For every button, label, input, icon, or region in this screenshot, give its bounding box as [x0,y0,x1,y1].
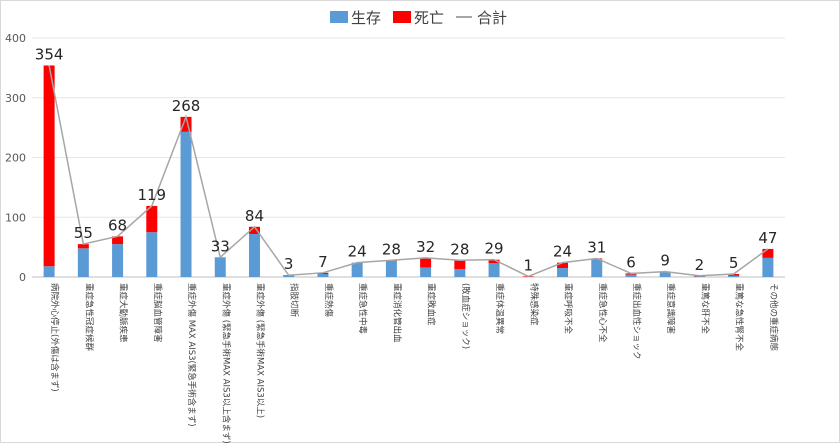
bar-survive [180,131,192,277]
data-label: 28 [450,240,469,258]
data-label: 68 [108,216,127,234]
legend-label-death: 死亡 [414,8,445,27]
x-category-label: 重症敗血症 [426,283,437,326]
bar-survive [146,232,158,277]
bar-survive [693,276,705,277]
bar-survive [317,274,329,277]
x-category-label: 重症急性冠症候群 [83,283,94,352]
x-category-label: 重症脳血管障害 [152,283,163,343]
bar-survive [214,257,226,277]
x-category-label: 重症呼吸不全 [563,283,574,335]
bar-death [180,116,192,132]
data-label: 354 [35,45,64,63]
total-line [48,65,769,278]
bar-survive [762,257,774,277]
x-category-label: (敗血症ショック) [460,283,471,349]
x-category-label: 重症外傷 MAX AIS3(緊急手術含まず) [186,283,197,427]
data-label: 2 [695,256,705,274]
x-category-label: 重症大動脈疾患 [118,283,129,343]
data-label: 24 [348,243,367,261]
bar-death [557,262,569,269]
y-tick-label: 300 [5,92,26,105]
data-label: 31 [587,238,606,256]
data-label: 268 [172,97,201,115]
data-label: 29 [485,240,504,258]
data-label: 84 [245,207,264,225]
data-label: 33 [211,237,230,255]
bar-survive [420,267,432,277]
bar-survive [43,266,55,277]
data-label: 1 [524,256,534,274]
bar-survive [385,260,397,277]
data-label: 119 [137,186,166,204]
bar-death [728,274,740,276]
x-category-label: 重症意識障害 [665,283,676,334]
x-category-label: 重症外傷 (緊急手術MAX AIS3以上含まず) [220,283,231,443]
data-label: 55 [74,224,93,242]
bar-death [77,244,89,249]
legend-swatch-survive [330,11,348,23]
data-label: 28 [382,240,401,258]
x-category-label: 指肢切断 [289,283,300,318]
bar-survive [112,244,124,277]
y-tick-label: 100 [5,211,26,224]
x-category-label: 重症出血性ショック [631,283,642,360]
bar-death [112,236,124,245]
bar-death [43,65,55,267]
data-label: 24 [553,243,572,261]
x-category-label: 重症急性心不全 [597,283,608,343]
y-tick-label: 400 [5,32,26,45]
legend-label-survive: 生存 [351,8,382,27]
bar-survive [77,248,89,277]
bar-survive [591,259,603,277]
data-label: 9 [660,252,670,270]
legend-item-total: 合計 [456,7,507,28]
x-category-label: 特殊感染症 [528,283,539,326]
bar-survive [283,275,295,277]
data-label: 5 [729,254,739,272]
x-category-label: その他の重症病態 [768,283,779,351]
data-label: 3 [284,255,294,273]
bar-death [420,257,432,268]
chart-legend: 生存 死亡 合計 [330,6,513,28]
bar-survive [351,262,363,277]
data-label: 7 [318,253,328,271]
data-label: 47 [758,229,777,247]
x-category-label: 重症体温異常 [494,283,505,334]
bar-survive [488,263,500,277]
x-category-label: 重症外傷 (緊急手術MAX AIS3以上) [254,283,265,418]
legend-item-survive: 生存 [330,7,381,28]
x-category-label: 重篤な肝不全 [699,283,710,335]
x-category-label: 病院外心停止(外傷は含まず) [49,283,60,392]
x-category-label: 重篤な急性腎不全 [734,283,745,352]
bar-survive [659,271,671,277]
legend-item-death: 死亡 [393,7,444,28]
x-category-label: 重症消化管出血 [391,283,402,343]
y-tick-label: 200 [5,152,26,165]
bar-death [454,260,466,270]
bar-survive [248,233,260,277]
legend-swatch-total [456,16,473,18]
y-tick-label: 0 [19,271,26,284]
bar-death [146,205,158,233]
bar-death [488,259,500,264]
legend-label-total: 合計 [477,8,508,27]
bar-survive [454,269,466,277]
bar-death [248,226,260,234]
x-category-label: 重症熱傷 [323,283,334,318]
data-label: 6 [626,253,636,271]
legend-swatch-death [393,11,412,23]
bar-death [762,248,774,258]
bar-survive [625,274,637,277]
data-label: 32 [416,238,435,256]
x-category-label: 重症急性中毒 [357,283,368,335]
bar-survive [557,268,569,277]
bar-survive [728,275,740,277]
